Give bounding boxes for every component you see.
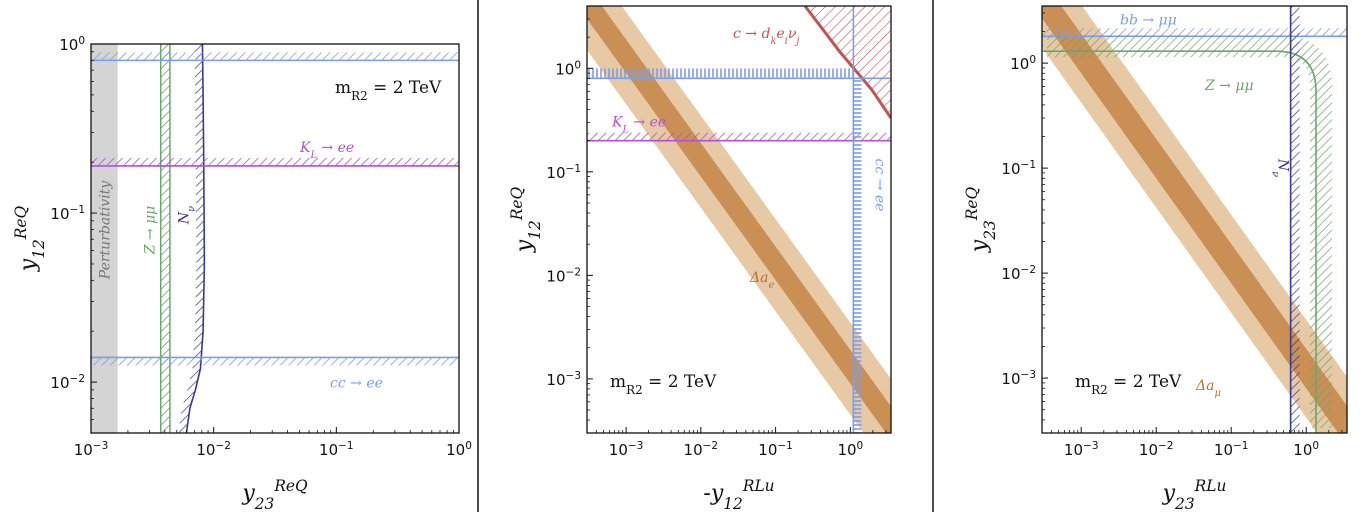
x-tick-label-3: 100 [1293, 440, 1319, 459]
x-tick-label-2: 10−1 [758, 440, 793, 459]
plot-area [1042, 6, 1347, 433]
label-region-0: Δae [749, 270, 774, 291]
mass-annotation: mR2 = 2 TeV [335, 78, 442, 103]
hatch-region-5 [91, 357, 459, 366]
label-region-3: KL → ee [299, 140, 354, 161]
y-tick-label-3: 100 [555, 59, 581, 78]
x-tick-label-2: 10−1 [1214, 440, 1249, 459]
y-tick-label-1: 10−2 [1001, 264, 1036, 283]
z-mumu-hatch [1047, 35, 1332, 428]
n-nu-label: Nν [1270, 158, 1291, 177]
plot-area [587, 6, 891, 433]
panel-middle: Δae c → dkeiνj KL → ee cc → ee 10−3 10−2 10−1 1… [508, 5, 892, 512]
y-tick-label-3: 100 [1010, 54, 1036, 73]
label-region-2: KL → ee [611, 115, 666, 136]
x-tick-label-0: 10−3 [1064, 440, 1099, 459]
label-region-1: bb → μμ [1120, 12, 1177, 28]
cc-ee-label: cc → ee [871, 159, 887, 212]
z-mumu-curve [1042, 50, 1317, 433]
y-tick-label-1: 10−1 [50, 204, 85, 223]
hatch-region-4 [91, 52, 459, 61]
y-tick-label-1: 10−2 [546, 266, 581, 285]
delta-amu-band-inner [1042, 6, 1347, 433]
plot-area [91, 44, 459, 433]
x-tick-label-0: 10−3 [74, 440, 109, 459]
x-tick-label-1: 10−2 [196, 440, 231, 459]
label-region-0: Δaμ [1195, 378, 1221, 399]
y-tick-label-2: 10−1 [546, 163, 581, 182]
perturbativity-label: Perturbativity [97, 180, 113, 281]
label-region-5: cc → ee [330, 375, 383, 391]
n-nu-label: Nν [176, 206, 197, 225]
x-tick-label-0: 10−3 [609, 440, 644, 459]
mass-annotation: mR2 = 2 TeV [1075, 372, 1182, 397]
n-nu-band [1290, 6, 1300, 433]
axes-frame [90, 43, 460, 434]
panel-left: Perturbativity Z → μμ Nν KL → ee cc → ee 10−3… [12, 35, 472, 512]
x-axis-label: y23RLu [1162, 477, 1227, 512]
y-tick-label-0: 10−3 [1001, 369, 1036, 388]
panel-right: Δaμ bb → μμ Z → μμ Nν 10−3 10−2 10−1 100 10−3 10−… [963, 5, 1348, 512]
cc-ee-hband [587, 68, 854, 79]
n-nu-hatch [178, 44, 205, 433]
y-tick-label-0: 10−3 [546, 370, 581, 389]
x-tick-label-1: 10−2 [1139, 440, 1174, 459]
x-axis-label: -y12RLu [703, 477, 774, 512]
z-mumu-label: Z → μμ [143, 206, 159, 256]
z-mumu-band [160, 44, 170, 433]
x-tick-label-2: 10−1 [319, 440, 354, 459]
cc-ee-vband [852, 78, 862, 433]
c-dk-boundary [803, 6, 891, 119]
x-tick-label-1: 10−2 [684, 440, 719, 459]
axes-frame [1041, 5, 1348, 434]
mass-annotation: mR2 = 2 TeV [610, 372, 717, 397]
y-axis-label: y23ReQ [963, 186, 999, 253]
hatch-region-3 [91, 157, 459, 166]
c-dk-label: c → dkeiνj [733, 26, 799, 47]
x-tick-label-3: 100 [446, 440, 472, 459]
hatch-region-1 [1042, 28, 1347, 37]
n-nu-curve [185, 44, 206, 433]
y-tick-label-2: 10−1 [1001, 159, 1036, 178]
y-axis-label: y12ReQ [508, 186, 544, 253]
y-tick-label-2: 100 [59, 35, 85, 54]
hatch-region-2 [587, 132, 891, 141]
delta-ae-band-inner [587, 6, 891, 433]
y-axis-label: y12ReQ [12, 205, 48, 272]
x-tick-label-3: 100 [837, 440, 863, 459]
x-axis-label: y23ReQ [241, 477, 308, 512]
perturbativity-region [91, 44, 118, 433]
axes-frame [586, 5, 892, 434]
z-mumu-label: Z → μμ [1204, 78, 1254, 94]
y-tick-label-0: 10−2 [50, 373, 85, 392]
